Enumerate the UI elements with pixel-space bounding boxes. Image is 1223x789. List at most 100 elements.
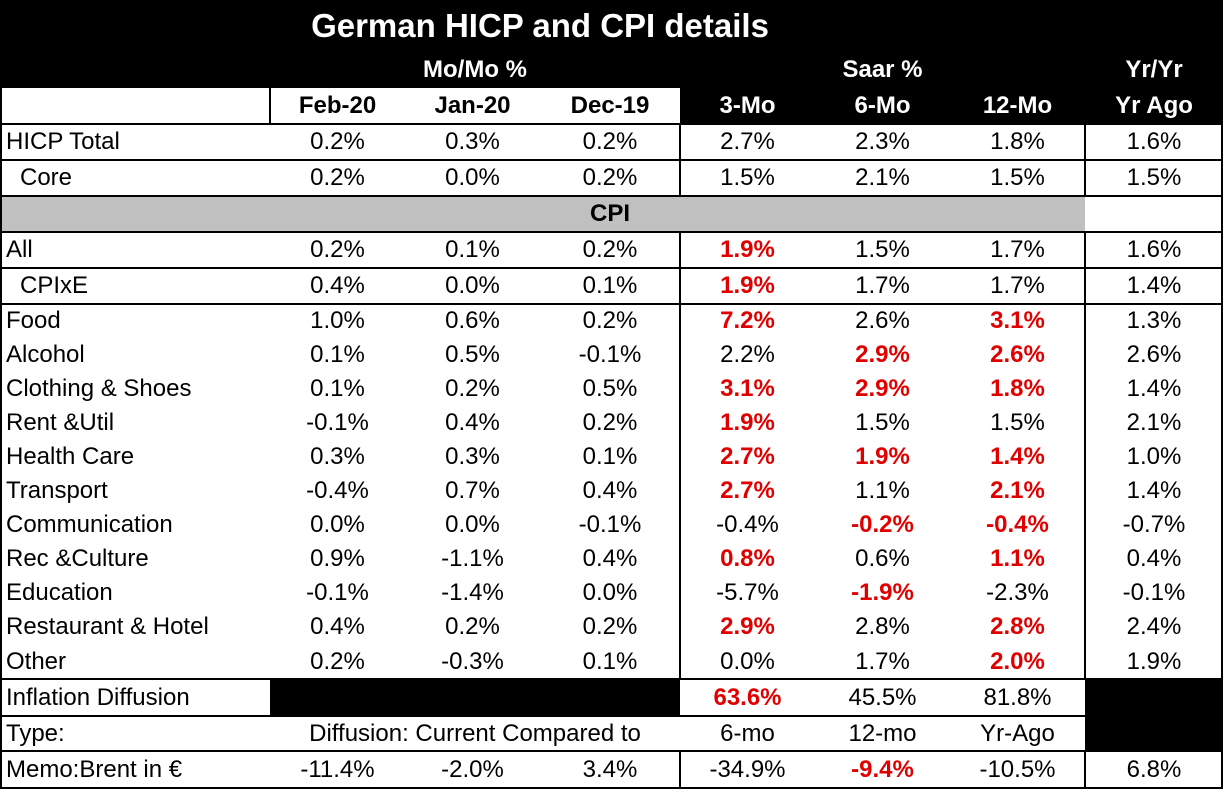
value-cell: 2.7% (720, 128, 775, 155)
value-cell: 1.7% (990, 236, 1045, 263)
value-cell: -0.2% (851, 511, 914, 538)
momo-header: Mo/Mo % (423, 56, 527, 83)
row-divider (0, 750, 1223, 752)
row-label: Memo:Brent in € (6, 756, 183, 783)
col-header-jan-20: Jan-20 (434, 92, 511, 119)
diffusion-value: 45.5% (848, 683, 917, 711)
diffusion-black-block (270, 679, 680, 716)
saar-header-bg (680, 88, 1223, 124)
value-cell: 2.8% (855, 613, 910, 640)
value-cell: -1.9% (851, 579, 914, 606)
row-label: Education (6, 579, 113, 606)
row-divider (0, 267, 1223, 269)
memo-value: -2.0% (441, 756, 504, 783)
value-cell: 3.1% (720, 375, 775, 402)
value-cell: 0.1% (582, 272, 638, 299)
value-cell: 2.7% (720, 477, 775, 504)
value-cell: 1.7% (990, 272, 1045, 299)
value-cell: 0.2% (582, 128, 638, 155)
value-cell: 0.2% (582, 613, 638, 640)
diffusion-value: 81.8% (983, 683, 1052, 711)
value-cell: 0.2% (310, 647, 365, 675)
value-cell: 1.7% (855, 272, 910, 299)
yryr-divider (1084, 751, 1086, 789)
table-row-communication: Communication 0.0% 0.0% -0.1% -0.4% -0.2% -0.4… (0, 508, 1223, 542)
value-cell: 7.2% (720, 307, 775, 334)
value-cell: 1.8% (990, 128, 1045, 155)
value-cell: 2.6% (1126, 341, 1182, 368)
value-cell: 1.8% (990, 375, 1045, 402)
value-cell: 0.5% (445, 341, 500, 368)
row-label: Communication (6, 511, 173, 538)
diffusion-value: 63.6% (713, 683, 782, 711)
value-cell: 1.9% (1126, 647, 1182, 675)
table-row-food: Food 1.0% 0.6% 0.2% 7.2% 2.6% 3.1% 1.3% (0, 304, 1223, 338)
table-row-memo-brent: Memo:Brent in € -11.4% -2.0% 3.4% -34.9% -9.4… (0, 751, 1223, 789)
col-header-dec-19: Dec-19 (570, 92, 650, 119)
value-cell: 0.2% (310, 164, 365, 191)
value-cell: 0.4% (582, 477, 638, 504)
value-cell: 2.2% (720, 341, 775, 368)
header-band (0, 0, 1223, 88)
value-cell: 1.5% (990, 409, 1045, 436)
value-cell: 0.2% (445, 613, 500, 640)
section-divider (679, 751, 681, 789)
value-cell: 0.2% (582, 307, 638, 334)
table-row-type: Type: Diffusion: Current Compared to 6-mo 1… (0, 716, 1223, 751)
value-cell: 0.0% (582, 579, 638, 606)
value-cell: 3.1% (990, 307, 1045, 334)
value-cell: -0.3% (441, 647, 504, 675)
value-cell: 0.4% (1126, 545, 1182, 572)
col-header-3-mo: 3-Mo (719, 92, 776, 119)
value-cell: 1.7% (855, 647, 910, 675)
row-divider (0, 159, 1223, 161)
value-cell: 0.5% (582, 375, 638, 402)
col-header-12-mo: 12-Mo (982, 92, 1053, 119)
type-value: 6-mo (720, 719, 775, 747)
table-row-rec-culture: Rec &Culture 0.9% -1.1% 0.4% 0.8% 0.6% 1.1% 0.4… (0, 542, 1223, 576)
table-row-all: All 0.2% 0.1% 0.2% 1.9% 1.5% 1.7% 1.6% (0, 232, 1223, 268)
col-header-6-mo: 6-Mo (854, 92, 911, 119)
section-divider (679, 124, 681, 196)
value-cell: 1.1% (855, 477, 910, 504)
row-label: Rent &Util (6, 409, 115, 436)
type-value: Yr-Ago (980, 719, 1055, 747)
row-label: Type: (6, 719, 65, 747)
value-cell: -2.3% (986, 579, 1049, 606)
row-label: HICP Total (6, 128, 120, 155)
value-cell: 0.3% (310, 443, 365, 470)
value-cell: 2.0% (990, 647, 1045, 675)
value-cell: 0.2% (582, 409, 638, 436)
yryr-divider (1084, 88, 1086, 196)
value-cell: 1.5% (855, 409, 910, 436)
value-cell: -0.1% (578, 341, 642, 368)
row-divider (0, 195, 1223, 197)
value-cell: 1.9% (720, 236, 775, 263)
section-divider (679, 232, 681, 679)
memo-value: -11.4% (300, 756, 375, 783)
value-cell: 1.5% (855, 236, 910, 263)
value-cell: 0.3% (445, 443, 500, 470)
memo-value: 6.8% (1126, 756, 1182, 783)
memo-value: 3.4% (582, 756, 638, 783)
row-label: All (6, 236, 33, 263)
row-divider (0, 787, 1223, 789)
row-label: Other (6, 647, 67, 675)
value-cell: 0.0% (310, 511, 365, 538)
table-row-other: Other 0.2% -0.3% 0.1% 0.0% 1.7% 2.0% 1.9% (0, 644, 1223, 679)
value-cell: -0.4% (986, 511, 1049, 538)
value-cell: 0.1% (582, 647, 638, 675)
value-cell: 1.4% (990, 443, 1045, 470)
value-cell: 1.9% (720, 409, 775, 436)
value-cell: 2.9% (855, 341, 910, 368)
value-cell: 0.2% (310, 128, 365, 155)
value-cell: 2.7% (720, 443, 775, 470)
value-cell: 1.1% (990, 545, 1045, 572)
value-cell: -0.4% (716, 511, 779, 538)
type-value: 12-mo (848, 719, 917, 747)
value-cell: 1.4% (1126, 477, 1182, 504)
value-cell: -0.1% (306, 409, 369, 436)
memo-value: -10.5% (979, 756, 1056, 783)
value-cell: 1.5% (1126, 164, 1182, 191)
